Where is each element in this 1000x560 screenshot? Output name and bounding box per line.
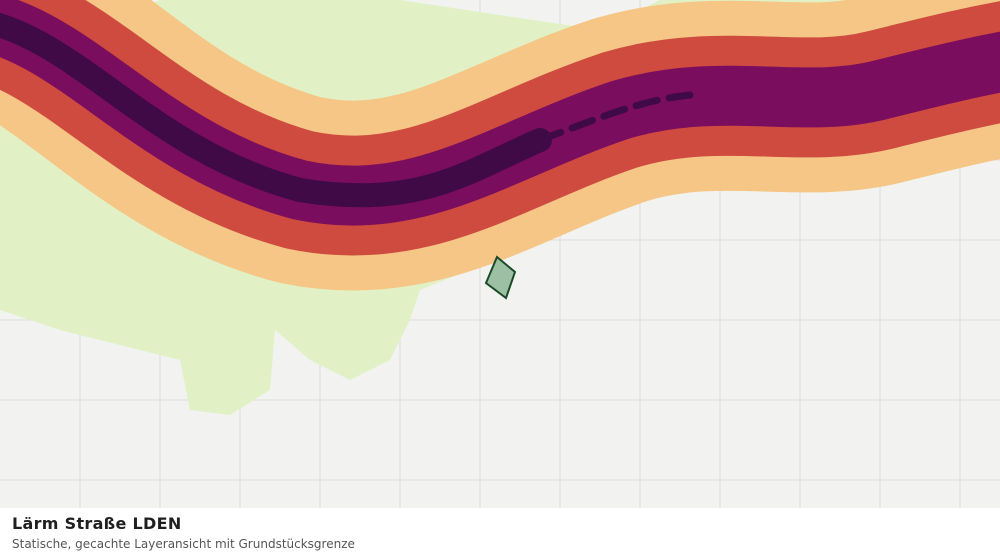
layer-title: Lärm Straße LDEN bbox=[12, 514, 182, 533]
parcel-boundary bbox=[484, 255, 517, 300]
noise-bands bbox=[0, 0, 1000, 291]
map bbox=[0, 0, 1000, 508]
caption-panel: Lärm Straße LDEN Statische, gecachte Lay… bbox=[0, 508, 1000, 560]
band-dark bbox=[0, 12, 552, 208]
layer-subtitle: Statische, gecachte Layeransicht mit Gru… bbox=[12, 537, 355, 551]
band-dash bbox=[536, 91, 694, 144]
